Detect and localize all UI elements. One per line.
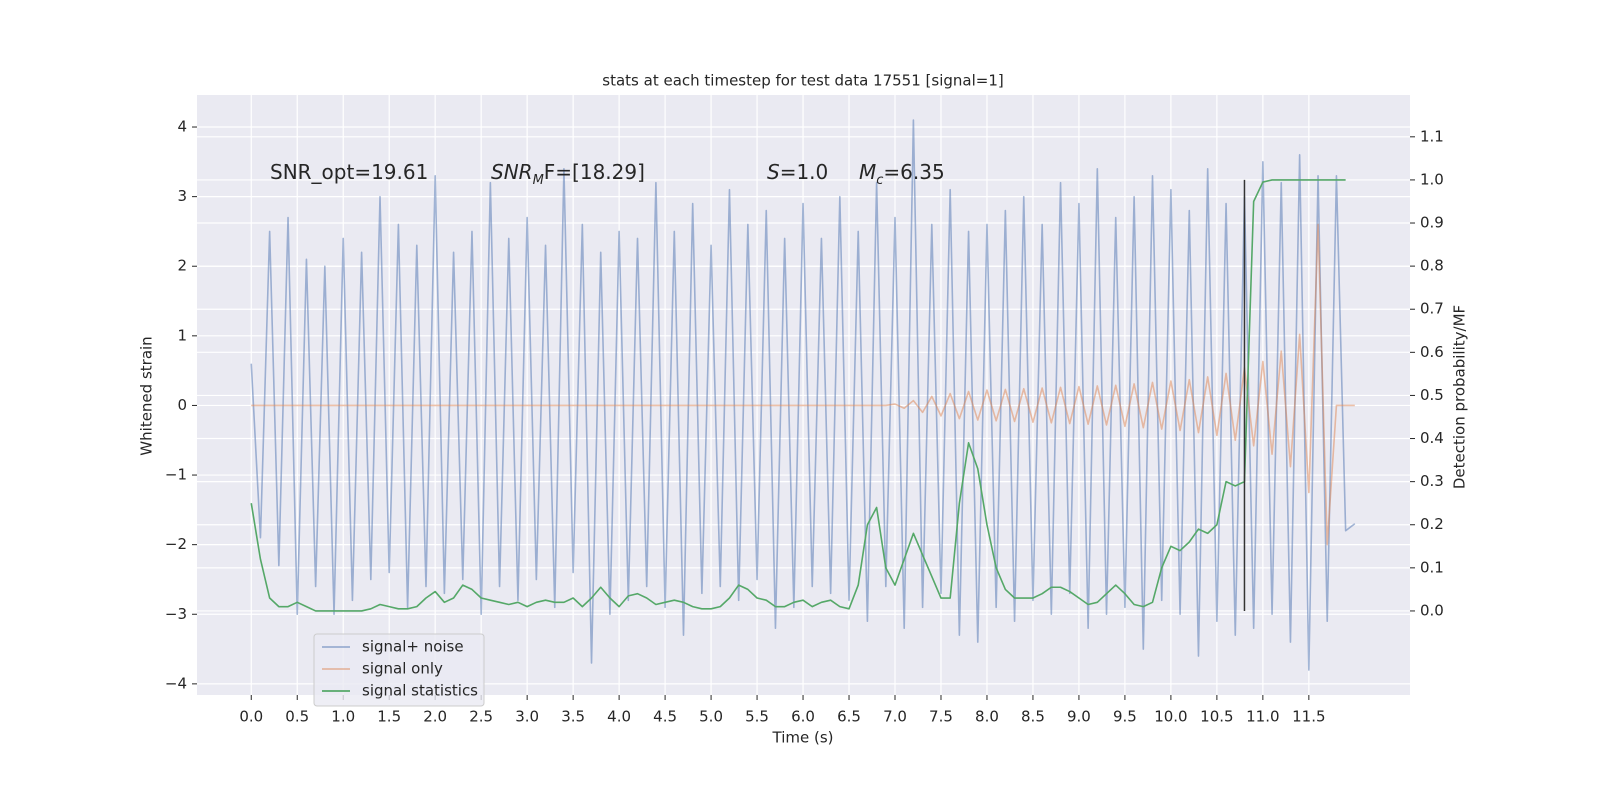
x-tick-label: 2.5	[469, 708, 493, 726]
x-tick-label: 6.0	[791, 708, 815, 726]
legend-label: signal+ noise	[362, 638, 464, 656]
y2-tick-label: 0.8	[1420, 257, 1444, 275]
annotation-part: SNR	[491, 160, 533, 184]
annotation: SNR_opt=19.61	[270, 160, 428, 184]
y2-tick-label: 0.2	[1420, 515, 1444, 533]
x-tick-label: 8.5	[1021, 708, 1045, 726]
x-tick-label: 1.0	[331, 708, 355, 726]
x-tick-label: 3.0	[515, 708, 539, 726]
legend-label: signal statistics	[362, 682, 478, 700]
chart-title: stats at each timestep for test data 175…	[602, 72, 1003, 90]
x-tick-label: 4.0	[607, 708, 631, 726]
y2-tick-label: 0.5	[1420, 386, 1444, 404]
annotation-part: c	[876, 173, 883, 188]
series-line	[250, 119, 1356, 671]
annotation-part: F=[18.29]	[544, 160, 645, 184]
x-tick-label: 1.5	[377, 708, 401, 726]
x-tick-label: 7.0	[883, 708, 907, 726]
annotation-part: =6.35	[883, 160, 944, 184]
y2-axis-label: Detection probability/MF	[1451, 305, 1469, 489]
y2-tick-label: 0.6	[1420, 343, 1444, 361]
annotation-part: SNR_opt=19.61	[270, 160, 428, 184]
legend-label: signal only	[362, 660, 443, 678]
plot-area	[250, 119, 1356, 671]
x-tick-label: 0.0	[239, 708, 263, 726]
x-tick-label: 9.0	[1067, 708, 1091, 726]
x-tick-label: 10.5	[1200, 708, 1233, 726]
y-tick-label: −3	[165, 605, 187, 623]
x-tick-label: 7.5	[929, 708, 953, 726]
y2-tick-label: 1.0	[1420, 170, 1444, 188]
y-tick-label: −4	[165, 674, 187, 692]
annotation-part: =1.0	[780, 160, 829, 184]
y-tick-label: −1	[165, 466, 187, 484]
annotation-part: M	[533, 173, 544, 188]
x-tick-label: 8.0	[975, 708, 999, 726]
series-line	[251, 223, 1355, 546]
y2-tick-label: 1.1	[1420, 127, 1444, 145]
y2-tick-label: 0.3	[1420, 472, 1444, 490]
annotation: Mc=6.35	[859, 160, 945, 189]
series-line	[250, 179, 1346, 612]
y-tick-label: 0	[177, 396, 187, 414]
x-tick-label: 0.5	[285, 708, 309, 726]
y2-tick-label: 0.9	[1420, 214, 1444, 232]
x-tick-label: 10.0	[1154, 708, 1187, 726]
annotation: SNRMF=[18.29]	[491, 160, 645, 189]
x-axis-label: Time (s)	[772, 729, 834, 747]
x-tick-label: 5.5	[745, 708, 769, 726]
y2-tick-label: 0.4	[1420, 429, 1444, 447]
legend: signal+ noise signal only signal statistic…	[313, 633, 485, 707]
y2-tick-label: 0.1	[1420, 558, 1444, 576]
y-tick-label: 2	[177, 257, 187, 275]
x-tick-label: 5.0	[699, 708, 723, 726]
annotation-part: M	[859, 160, 876, 184]
y-tick-label: 4	[177, 118, 187, 136]
y-tick-label: −2	[165, 535, 187, 553]
y-tick-label: 1	[177, 326, 187, 344]
x-tick-label: 3.5	[561, 708, 585, 726]
x-tick-label: 11.0	[1246, 708, 1279, 726]
x-tick-label: 6.5	[837, 708, 861, 726]
x-tick-label: 2.0	[423, 708, 447, 726]
y2-tick-label: 0.7	[1420, 300, 1444, 318]
y-axis-label: Whitened strain	[138, 336, 156, 455]
y2-tick-label: 0.0	[1420, 601, 1444, 619]
legend-box	[313, 633, 485, 707]
x-tick-label: 4.5	[653, 708, 677, 726]
x-tick-label: 9.5	[1113, 708, 1137, 726]
annotation-part: S	[767, 160, 780, 184]
x-tick-label: 11.5	[1292, 708, 1325, 726]
annotation: S=1.0	[767, 160, 828, 184]
y-tick-label: 3	[177, 187, 187, 205]
